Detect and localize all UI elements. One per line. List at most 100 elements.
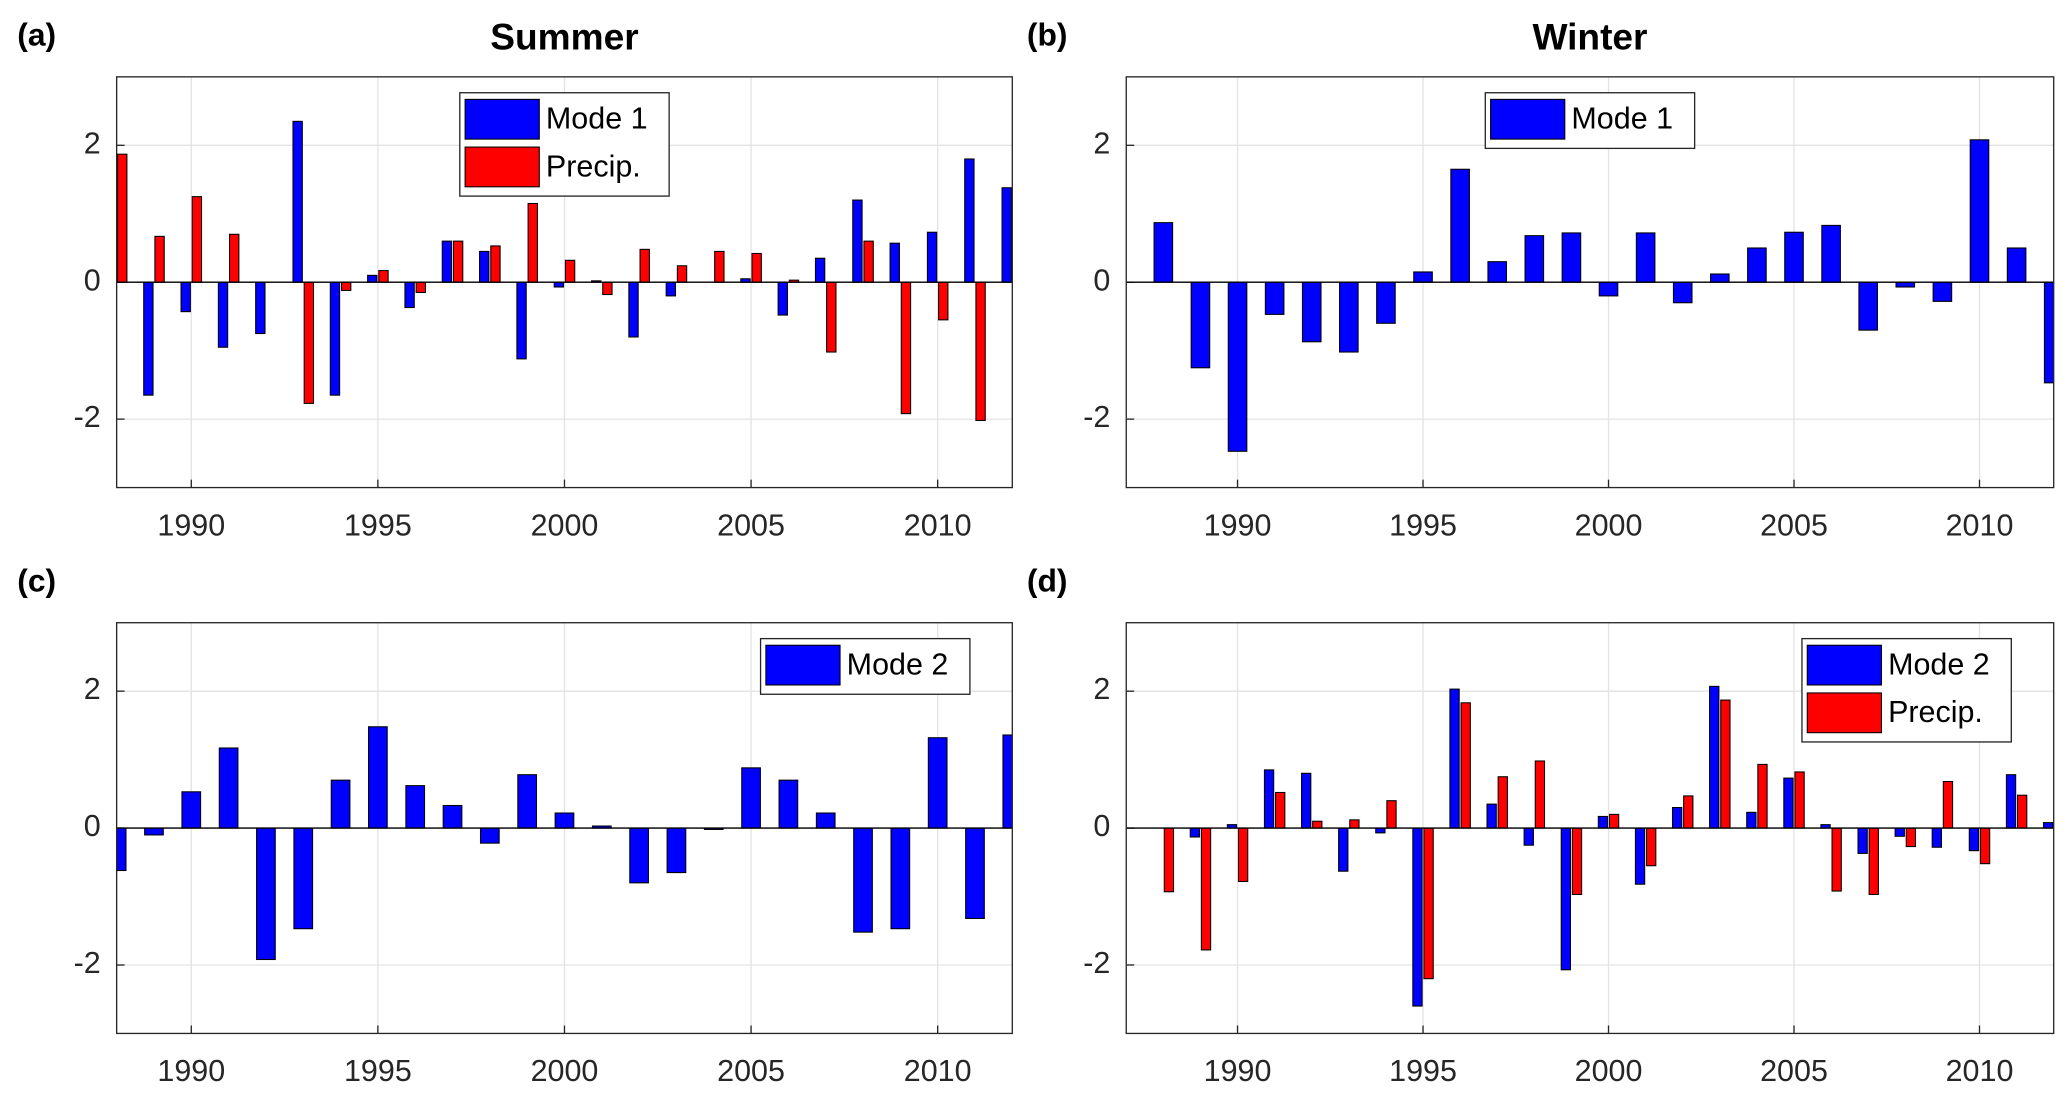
bar: [2016, 794, 2028, 829]
bar: [751, 252, 762, 283]
x-tick-label: 2005: [1760, 508, 1828, 542]
x-tick-label: 1990: [157, 508, 225, 542]
bar: [367, 274, 378, 283]
bar: [1857, 827, 1868, 854]
axes-box: [115, 76, 1013, 489]
panel: -2 0 2 1990 1995 2000 2005 2010 (a) Summer Mode 1 P…: [17, 16, 1013, 542]
bar: [1423, 827, 1434, 980]
x-tick-label: 2000: [1575, 1054, 1643, 1088]
bar: [1349, 819, 1360, 829]
legend: Mode 2 Precip.: [1801, 637, 2012, 743]
bar: [863, 240, 874, 283]
legend-swatch: [765, 644, 841, 686]
bar: [1932, 281, 1953, 302]
bar: [1671, 807, 1683, 829]
bar: [665, 281, 677, 297]
bar: [553, 281, 565, 288]
bar: [1339, 281, 1359, 353]
bar: [1486, 803, 1497, 829]
bar: [1301, 281, 1322, 343]
bar: [1301, 772, 1312, 829]
bar: [1868, 827, 1879, 896]
bar: [378, 270, 389, 283]
chart-title: Summer: [490, 16, 638, 58]
x-tick-label: 2010: [904, 508, 972, 542]
bar: [191, 196, 203, 283]
bar: [1784, 231, 1804, 283]
bar: [516, 281, 527, 360]
y-tick-label: -2: [74, 400, 101, 434]
x-tick-label: 1990: [1204, 508, 1272, 542]
y-tick-label: -2: [1083, 946, 1110, 980]
bar: [889, 242, 900, 283]
bar: [218, 747, 239, 829]
bar: [1608, 813, 1620, 829]
bar: [1524, 235, 1545, 283]
bar: [1571, 827, 1583, 896]
y-tick-label: 2: [1093, 672, 1110, 706]
legend: Mode 1 Precip.: [459, 92, 670, 197]
panel: -2 0 2 1990 1995 2000 2005 2010 (c) Mode 2: [17, 562, 1013, 1088]
bar: [1747, 247, 1767, 283]
bar: [964, 158, 975, 283]
bar: [1376, 281, 1396, 324]
bar: [255, 281, 266, 335]
bar: [1720, 699, 1731, 829]
bar: [180, 281, 191, 313]
bar: [1237, 827, 1249, 883]
bar: [554, 812, 575, 829]
bar: [1560, 827, 1572, 971]
bar: [330, 779, 351, 829]
bars: [1153, 139, 2054, 452]
axes-box: [1125, 622, 2055, 1035]
legend-swatch: [464, 146, 540, 188]
axes-box: [1125, 76, 2055, 489]
bar: [303, 281, 315, 404]
bar: [154, 235, 165, 283]
bar: [442, 804, 463, 829]
bar: [143, 281, 154, 396]
bar: [1821, 224, 1841, 283]
bar: [1561, 232, 1582, 283]
bar: [1264, 281, 1285, 315]
bar: [490, 245, 501, 283]
legend: Mode 2: [759, 637, 971, 695]
bar: [676, 265, 688, 283]
panel-label: (c): [17, 562, 56, 598]
legend-swatch: [1490, 98, 1566, 140]
bar: [1794, 771, 1805, 829]
bar: [1338, 827, 1349, 872]
x-tick-label: 1995: [344, 1054, 412, 1088]
bar: [527, 202, 538, 283]
bar: [1979, 827, 1991, 865]
bar: [1163, 827, 1175, 893]
x-tick-label: 1995: [1389, 508, 1457, 542]
bar: [1190, 281, 1211, 369]
bar: [1905, 827, 1917, 848]
bar: [629, 827, 649, 884]
bar: [926, 231, 938, 283]
bar: [714, 250, 725, 283]
bar: [368, 726, 388, 829]
legend-label: Mode 1: [1571, 102, 1673, 136]
panel-label: (d): [1027, 562, 1068, 598]
x-tick-label: 1990: [157, 1054, 225, 1088]
x-tick-label: 2005: [717, 1054, 785, 1088]
x-tick-label: 1995: [344, 508, 412, 542]
bar: [1460, 702, 1471, 829]
bar: [1710, 273, 1730, 283]
bar: [1386, 800, 1397, 829]
bar: [927, 737, 948, 829]
bar: [1635, 232, 1656, 283]
bar: [1969, 139, 1990, 283]
y-tick-label: 2: [84, 672, 101, 706]
bar: [1413, 271, 1433, 283]
bar: [564, 259, 576, 283]
bar: [517, 774, 538, 829]
bar: [1634, 827, 1646, 885]
legend-swatch: [1806, 644, 1882, 686]
bar: [1263, 769, 1275, 829]
bar: [639, 248, 650, 283]
legend-label: Precip.: [1888, 695, 1983, 729]
